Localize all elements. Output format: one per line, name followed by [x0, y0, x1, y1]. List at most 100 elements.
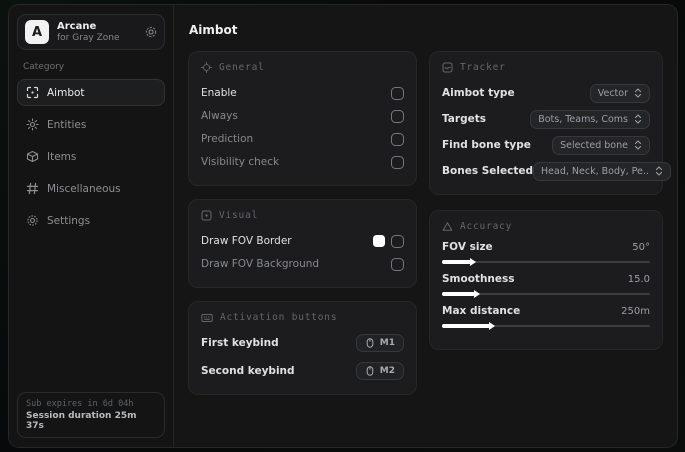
activation-card-title: Activation buttons — [220, 312, 338, 323]
sidebar-item-miscellaneous[interactable]: Miscellaneous — [17, 175, 165, 202]
setting-row-targets: Targets Bots, Teams, Coms — [442, 108, 650, 130]
visibility-check-checkbox[interactable] — [391, 155, 404, 169]
draw-fov-border-checkbox[interactable] — [391, 234, 404, 248]
setting-label: Visibility check — [201, 156, 280, 168]
general-card-title: General — [219, 62, 265, 73]
aimbot-type-select[interactable]: Vector — [589, 83, 650, 103]
slider-label: Max distance — [442, 305, 521, 317]
select-value: Selected bone — [560, 139, 628, 151]
setting-label: Enable — [201, 87, 237, 99]
setting-row-draw-fov-background: Draw FOV Background — [201, 253, 404, 275]
setting-row-enable: Enable — [201, 82, 404, 104]
enable-checkbox[interactable] — [391, 86, 404, 100]
always-checkbox[interactable] — [391, 109, 404, 123]
setting-label: Draw FOV Border — [201, 235, 292, 247]
sidebar-item-label: Aimbot — [47, 86, 85, 99]
gear-icon — [26, 214, 39, 227]
fov-size-slider[interactable] — [442, 258, 650, 266]
page-title: Aimbot — [189, 23, 238, 37]
sidebar-item-label: Entities — [47, 118, 87, 131]
keybind-value: M2 — [379, 366, 395, 376]
slider-row-smoothness: Smoothness 15.0 — [442, 273, 650, 298]
setting-label: Find bone type — [442, 139, 531, 151]
chevron-up-down-icon — [634, 140, 642, 150]
smoothness-slider-fill[interactable] — [442, 290, 481, 298]
setting-row-always: Always — [201, 105, 404, 127]
sidebar-item-items[interactable]: Items — [17, 143, 165, 170]
max-distance-slider[interactable] — [442, 322, 650, 330]
session-duration: Session duration 25m 37s — [26, 411, 137, 431]
keyboard-icon — [201, 313, 213, 323]
sidebar-item-label: Items — [47, 150, 77, 163]
activation-card: Activation buttons First keybind — [188, 301, 417, 395]
visual-card: Visual Draw FOV Border Draw FOV Backgrou… — [188, 199, 417, 288]
fov-border-color-swatch[interactable] — [373, 235, 385, 247]
entities-icon — [26, 118, 39, 131]
setting-label: Targets — [442, 113, 486, 125]
slider-label: Smoothness — [442, 273, 515, 285]
slider-value: 15.0 — [627, 273, 650, 285]
general-card: General Enable Always Prediction — [188, 51, 417, 186]
triangle-icon — [442, 221, 453, 232]
app-title: Arcane — [57, 21, 97, 33]
power-icon[interactable] — [145, 26, 157, 38]
category-label: Category — [23, 62, 65, 72]
subscription-box: Sub expires in 6d 04h Session duration 2… — [17, 392, 165, 438]
sidebar-item-settings[interactable]: Settings — [17, 207, 165, 234]
chevron-up-down-icon — [655, 166, 663, 176]
sidebar-item-entities[interactable]: Entities — [17, 111, 165, 138]
sidebar-item-aimbot[interactable]: Aimbot — [17, 79, 165, 106]
visual-card-header: Visual — [201, 210, 404, 221]
setting-label: Always — [201, 110, 238, 122]
keybind-value: M1 — [379, 338, 395, 348]
frame-icon — [201, 210, 212, 221]
slider-value: 250m — [621, 305, 650, 317]
mouse-icon — [365, 338, 375, 348]
app-window: A Arcane for Gray Zone Category — [8, 4, 678, 448]
general-card-header: General — [201, 62, 404, 73]
main-panel: Aimbot General — [174, 5, 677, 447]
slider-row-fov-size: FOV size 50° — [442, 241, 650, 266]
prediction-checkbox[interactable] — [391, 132, 404, 146]
subscription-expiry: Sub expires in 6d 04h — [26, 399, 134, 409]
setting-label: Second keybind — [201, 365, 295, 377]
second-keybind-button[interactable]: M2 — [355, 362, 404, 380]
smoothness-slider[interactable] — [442, 290, 650, 298]
accuracy-card-header: Accuracy — [442, 221, 650, 232]
tracker-card: Tracker Aimbot type Vector — [429, 51, 671, 195]
sidebar-nav: Aimbot Entities — [17, 79, 165, 234]
crosshair-dotted-icon — [201, 62, 212, 73]
sidebar-item-label: Miscellaneous — [47, 182, 121, 195]
brand-card[interactable]: A Arcane for Gray Zone — [17, 14, 165, 50]
brand-text: Arcane for Gray Zone — [57, 21, 137, 43]
chevron-up-down-icon — [634, 88, 642, 98]
app-logo: A — [25, 20, 49, 44]
draw-fov-background-checkbox[interactable] — [391, 257, 404, 271]
max-distance-slider-fill[interactable] — [442, 322, 495, 330]
slider-label: FOV size — [442, 241, 493, 253]
select-value: Head, Neck, Body, Pe.. — [541, 165, 649, 177]
setting-label: Aimbot type — [442, 87, 515, 99]
bones-selected-select[interactable]: Head, Neck, Body, Pe.. — [533, 161, 671, 181]
first-keybind-button[interactable]: M1 — [355, 334, 404, 352]
sliders-icon — [26, 182, 39, 195]
setting-label: Bones Selected — [442, 165, 534, 177]
select-value: Vector — [597, 87, 628, 99]
chevron-up-down-icon — [634, 114, 642, 124]
slider-value: 50° — [632, 241, 650, 253]
activity-icon — [442, 62, 453, 73]
find-bone-type-select[interactable]: Selected bone — [552, 135, 650, 155]
fov-size-slider-fill[interactable] — [442, 258, 477, 266]
setting-row-prediction: Prediction — [201, 128, 404, 150]
cube-icon — [26, 150, 39, 163]
setting-row-find-bone-type: Find bone type Selected bone — [442, 134, 650, 156]
mouse-icon — [365, 366, 375, 376]
targets-select[interactable]: Bots, Teams, Coms — [530, 109, 650, 129]
app-subtitle: for Gray Zone — [57, 32, 120, 43]
slider-row-max-distance: Max distance 250m — [442, 305, 650, 330]
app-logo-letter: A — [31, 24, 43, 40]
sidebar-item-label: Settings — [47, 214, 91, 227]
accuracy-card-title: Accuracy — [460, 221, 513, 232]
setting-label: Draw FOV Background — [201, 258, 320, 270]
setting-label: First keybind — [201, 337, 279, 349]
